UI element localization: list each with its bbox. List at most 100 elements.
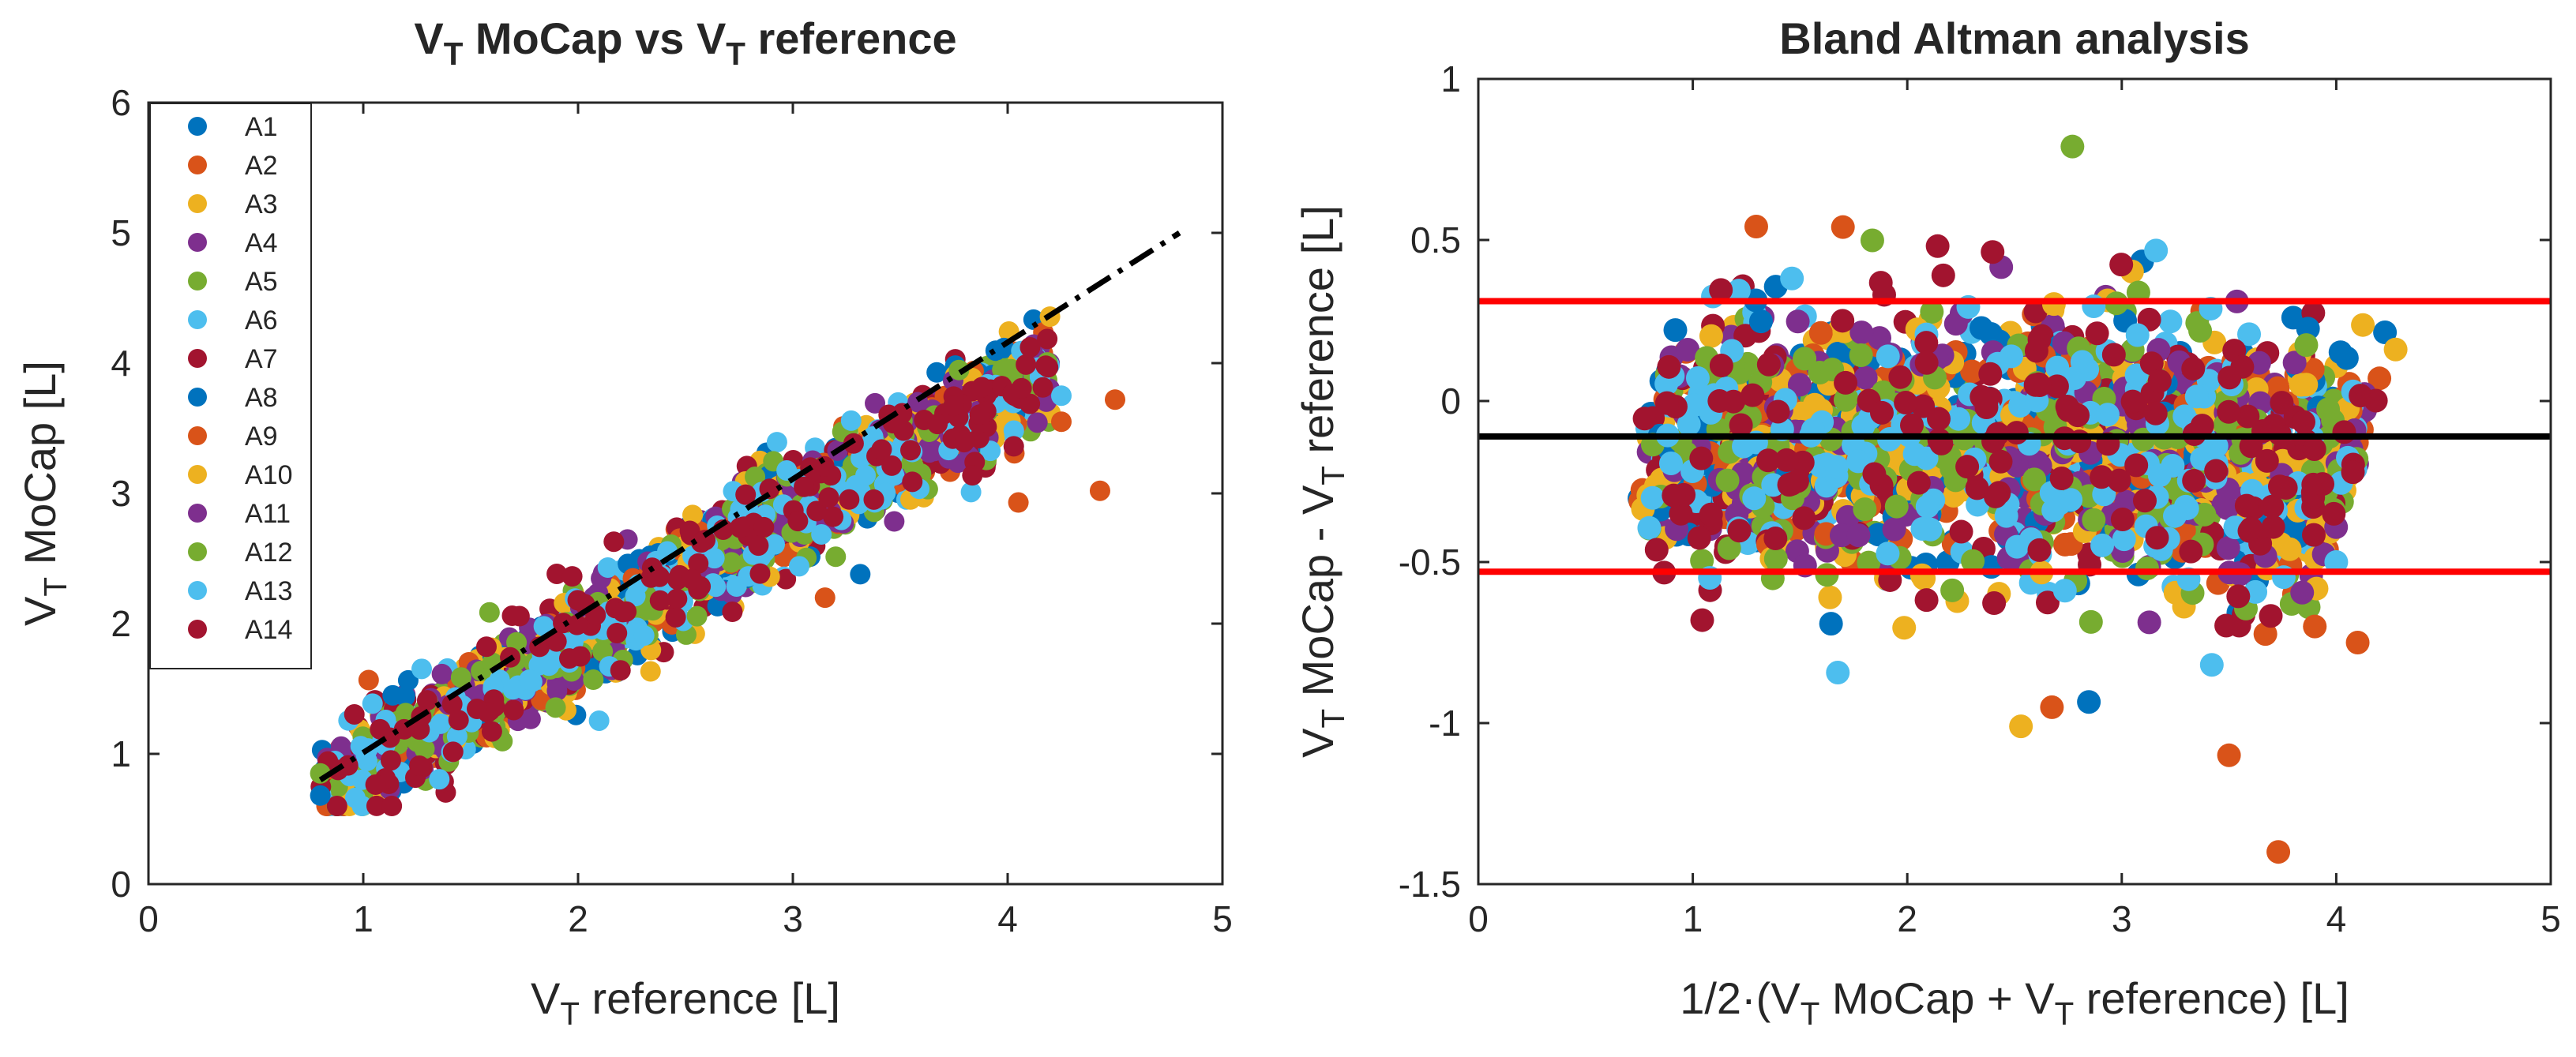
right-point-A12 [2294,333,2319,358]
right-point-A2 [2303,614,2327,639]
left-chart-title: VT MoCap vs VT reference [414,13,956,72]
left-point-A12 [450,667,471,688]
left-point-A1 [850,564,871,585]
right-point-A14 [2217,365,2242,390]
left-point-A13 [788,556,809,577]
left-point-A10 [682,504,704,526]
right-point-A14 [1888,365,1913,389]
right-point-A6 [2237,322,2262,347]
left-y-tick-label: 1 [111,733,131,774]
legend-marker-A8 [188,388,207,407]
right-point-A13 [2125,323,2150,347]
right-point-A7 [2023,299,2048,324]
left-point-A14 [667,588,688,609]
right-point-A14 [2259,604,2283,628]
left-point-A14 [794,476,815,497]
right-point-A14 [2301,523,2326,547]
left-point-A13 [519,669,540,691]
right-point-A14 [2147,369,2172,393]
right-point-A13 [1780,266,1804,290]
right-axis-ticks: 0 1 2 3 4 5 -1.5 -1 -0.5 0 0.5 1 [1399,58,2561,939]
right-point-A13 [1915,494,1940,519]
left-y-tick-label: 4 [111,343,131,384]
right-point-A13 [1902,442,1927,467]
right-point-A14 [2067,429,2092,454]
legend: A1 A2 A3 A4 A5 A6 A7 A8 A9 A10 A11 A12 A13 A14 [149,103,312,669]
right-point-A14 [2090,465,2114,489]
right-point-A11 [1882,517,1906,542]
right-point-A3 [2351,313,2375,337]
right-point-A12 [2022,467,2047,492]
legend-box [149,103,312,669]
left-point-A1 [310,785,331,806]
left-x-tick-label: 2 [568,898,588,939]
right-y-tick-label: 0 [1440,380,1461,422]
right-point-A5 [1920,299,1944,324]
left-point-A14 [954,430,975,452]
legend-marker-A4 [188,233,207,252]
right-point-A14 [2260,494,2285,519]
left-point-A14 [366,795,387,816]
left-point-A14 [748,535,769,557]
left-point-A14 [813,455,835,477]
right-point-A14 [2120,389,2145,414]
right-point-A14 [1927,428,1951,452]
left-point-A9 [1089,480,1110,501]
left-point-A14 [969,404,990,425]
left-point-A14 [871,439,892,460]
legend-marker-A5 [188,272,207,290]
left-point-A14 [610,660,631,681]
right-point-A14 [1899,413,1924,437]
legend-label-A5: A5 [245,267,278,297]
left-point-A14 [665,606,686,628]
left-point-A13 [960,482,982,503]
right-chart-title: Bland Altman analysis [1779,13,2249,63]
left-y-tick-label: 5 [111,212,131,253]
right-point-A14 [2182,469,2206,493]
left-point-A14 [365,774,386,795]
right-point-A14 [2139,351,2164,376]
right-point-A13 [1637,515,1662,540]
right-point-A12 [1793,347,1817,371]
right-point-A10 [2289,373,2313,397]
right-point-A14 [1777,473,1801,497]
left-point-A14 [566,614,588,635]
right-plot-frame [1477,77,2552,886]
right-point-A12 [1833,388,1857,412]
left-point-A14 [344,703,365,725]
right-point-A14 [1978,362,2003,386]
left-point-A13 [625,586,646,607]
right-point-A1 [1819,612,1843,636]
left-point-A11 [520,708,541,729]
right-point-A6 [1826,661,1850,685]
right-point-A13 [1876,344,1900,369]
left-point-A8 [382,684,404,706]
left-y-tick-label: 2 [111,603,131,644]
right-point-A11 [2137,610,2161,635]
left-point-A2 [1008,492,1029,513]
left-point-A13 [855,465,877,486]
left-axis-ticks: 0 1 2 3 4 5 0 1 2 3 4 5 6 [111,82,1232,939]
right-point-A11 [2216,536,2240,560]
right-point-A14 [2049,466,2074,490]
right-point-A13 [1742,486,1767,511]
right-point-A13 [2199,653,2224,677]
right-point-A5 [2060,134,2085,159]
right-x-tick-label: 4 [2326,898,2347,939]
right-point-A13 [1824,455,1849,479]
right-point-A14 [2239,434,2263,459]
left-point-A14 [1038,357,1059,378]
right-point-A14 [1982,591,2007,616]
right-point-A14 [1756,352,1781,377]
right-point-A14 [1974,388,1999,413]
left-point-A11 [431,663,452,684]
left-point-A13 [704,548,725,569]
left-scatter-panel: VT MoCap vs VT reference 0 1 2 3 4 5 0 1 2 3 4 5 6 A… [15,13,1233,1032]
right-point-A13 [1685,365,1710,390]
right-point-A14 [2045,374,2069,399]
right-point-A11 [1676,338,1700,362]
right-point-A12 [1715,468,1740,493]
legend-label-A13: A13 [245,576,293,606]
right-point-A14 [1727,519,1752,543]
